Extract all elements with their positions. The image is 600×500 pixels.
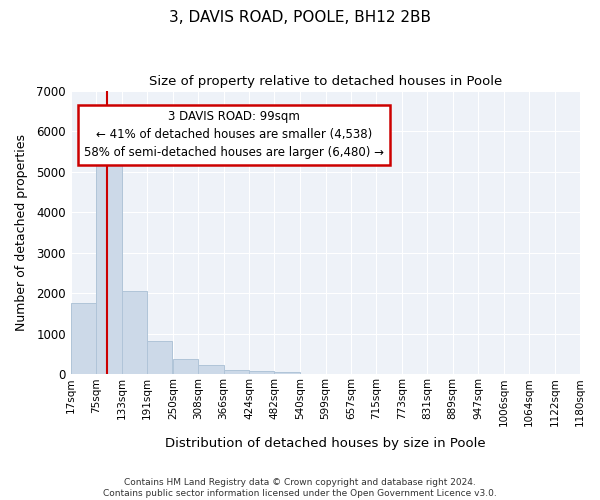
Bar	[96, 141, 122, 374]
Y-axis label: Number of detached properties: Number of detached properties	[15, 134, 28, 331]
Bar	[71, 303, 96, 374]
X-axis label: Distribution of detached houses by size in Poole: Distribution of detached houses by size …	[165, 437, 486, 450]
Text: Contains HM Land Registry data © Crown copyright and database right 2024.
Contai: Contains HM Land Registry data © Crown c…	[103, 478, 497, 498]
Bar	[173, 359, 198, 374]
Bar	[224, 370, 249, 374]
Bar	[274, 372, 300, 374]
Text: 3, DAVIS ROAD, POOLE, BH12 2BB: 3, DAVIS ROAD, POOLE, BH12 2BB	[169, 10, 431, 25]
Title: Size of property relative to detached houses in Poole: Size of property relative to detached ho…	[149, 75, 502, 88]
Bar	[122, 291, 147, 374]
Bar	[198, 365, 224, 374]
Text: 3 DAVIS ROAD: 99sqm
← 41% of detached houses are smaller (4,538)
58% of semi-det: 3 DAVIS ROAD: 99sqm ← 41% of detached ho…	[84, 110, 384, 160]
Bar	[249, 370, 274, 374]
Bar	[147, 340, 172, 374]
